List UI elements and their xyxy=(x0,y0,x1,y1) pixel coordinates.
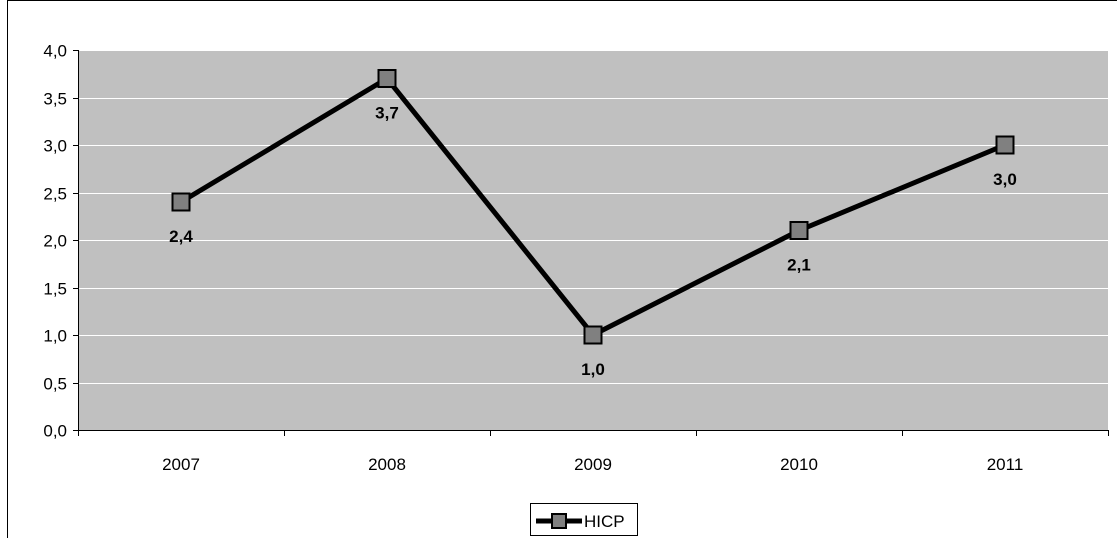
x-tick-label: 2011 xyxy=(987,455,1024,474)
y-tick-label: 1,5 xyxy=(43,280,67,299)
y-tick-label: 2,5 xyxy=(43,185,67,204)
data-label: 2,1 xyxy=(787,256,811,275)
y-tick-label: 0,5 xyxy=(43,375,67,394)
y-tick-label: 1,0 xyxy=(43,327,67,346)
legend-label: HICP xyxy=(584,512,625,531)
x-tick-label: 2009 xyxy=(574,455,612,474)
data-label: 3,0 xyxy=(993,170,1017,189)
y-tick-label: 0,0 xyxy=(43,422,67,441)
data-point-marker xyxy=(995,135,1015,155)
y-tick-label: 2,0 xyxy=(43,232,67,251)
data-point-marker xyxy=(171,192,191,212)
legend-marker-swatch xyxy=(551,513,567,529)
x-tick-label: 2007 xyxy=(162,455,200,474)
data-label: 3,7 xyxy=(375,104,399,123)
data-label: 2,4 xyxy=(169,227,193,246)
data-point-marker xyxy=(377,69,397,88)
x-tick-label: 2010 xyxy=(780,455,818,474)
y-tick-label: 3,5 xyxy=(43,90,67,109)
data-label: 1,0 xyxy=(581,360,605,379)
data-point-marker xyxy=(789,221,809,240)
y-tick-label: 4,0 xyxy=(43,42,67,61)
y-tick-label: 3,0 xyxy=(43,137,67,156)
data-point-marker xyxy=(583,325,603,345)
x-tick-label: 2008 xyxy=(368,455,406,474)
